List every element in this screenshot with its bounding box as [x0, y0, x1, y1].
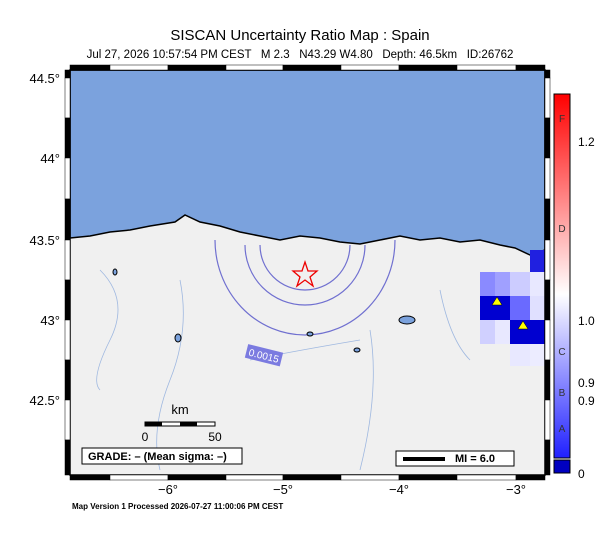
frame-segment — [340, 474, 400, 481]
frame-segment — [225, 474, 284, 481]
lat-labels: 44.5° 44° 43.5° 43° 42.5° — [29, 71, 60, 408]
frame-segment — [167, 474, 227, 481]
mi-box — [395, 450, 515, 467]
ocean — [70, 70, 545, 256]
lon-label: −3° — [506, 482, 526, 497]
contours — [214, 239, 396, 336]
frame-segment — [544, 117, 551, 159]
lat-label: 43° — [40, 313, 60, 328]
lon-label: −4° — [389, 482, 409, 497]
frame-segment — [64, 439, 71, 476]
scale-start: 0 — [142, 430, 149, 444]
frame-segment — [544, 69, 551, 79]
frame-segment — [109, 64, 169, 71]
frame-segment — [282, 64, 342, 71]
frame-segment — [64, 117, 71, 159]
frame-segment — [398, 474, 458, 481]
frame-segment — [398, 64, 458, 71]
frame-segment — [515, 474, 546, 481]
frame-segment — [64, 239, 71, 281]
colorbar-value: 0.9 — [578, 376, 595, 390]
frame-segment — [64, 77, 71, 119]
frame-segment — [544, 399, 551, 441]
grade-text: GRADE: – (Mean sigma: –) — [88, 451, 227, 463]
frame-segment — [64, 198, 71, 241]
lon-labels: −6° −5° −4° −3° — [158, 482, 526, 497]
frame-segment — [340, 64, 400, 71]
colorbar-min — [553, 459, 571, 474]
colorbar-value: 0.9 — [578, 394, 595, 408]
frame-segment — [64, 279, 71, 321]
frame-segment — [515, 64, 546, 71]
frame-segment — [225, 64, 284, 71]
frame-segment — [544, 279, 551, 321]
lat-label: 44° — [40, 151, 60, 166]
frame-segment — [109, 474, 169, 481]
frame-segment — [456, 474, 517, 481]
frame-segment — [64, 319, 71, 361]
frame-segment — [544, 77, 551, 119]
colorbar-letter: B — [559, 388, 566, 399]
lakes — [112, 268, 416, 353]
title: SISCAN Uncertainty Ratio Map : Spain — [170, 27, 429, 44]
frame-segment — [64, 359, 71, 401]
frame-segment — [456, 64, 517, 71]
colorbar-letter: D — [558, 224, 565, 235]
frame-segment — [544, 239, 551, 281]
frame-segment — [544, 157, 551, 200]
frame-segment — [167, 64, 227, 71]
mi-text: MI = 6.0 — [455, 453, 495, 465]
frame-segment — [282, 474, 342, 481]
colorbar-letter: C — [558, 347, 565, 358]
lon-label: −5° — [273, 482, 293, 497]
scale-end: 50 — [208, 430, 222, 444]
frame-ticks — [64, 64, 551, 481]
frame-segment — [64, 157, 71, 200]
mi-bar — [403, 457, 445, 461]
lon-label: −6° — [158, 482, 178, 497]
frame-segment — [544, 198, 551, 241]
frame-segment — [544, 439, 551, 476]
frame-segment — [64, 399, 71, 441]
colorbar-letter: F — [559, 114, 565, 125]
colorbar: F D C B A 1.2 1.0 0.9 0.9 0 — [553, 93, 595, 481]
scale-bar: km 0 50 — [142, 402, 222, 444]
frame-segment — [544, 319, 551, 361]
subtitle: Jul 27, 2026 10:57:54 PM CEST M 2.3 N43.… — [87, 49, 514, 61]
colorbar-letter: A — [559, 424, 566, 435]
frame-segment — [69, 64, 111, 71]
grade-box — [81, 447, 243, 465]
frame-segment — [64, 69, 71, 79]
epicenter-star — [291, 259, 319, 288]
lat-label: 43.5° — [29, 233, 60, 248]
lat-label: 44.5° — [29, 71, 60, 86]
map-area: 0.0015 km 0 50 GRADE: – (Mean sigma: –) … — [70, 70, 545, 475]
footer: Map Version 1 Processed 2026-07-27 11:00… — [72, 502, 283, 511]
frame-segment — [69, 474, 111, 481]
colorbar-gradient — [553, 93, 571, 459]
lat-label: 42.5° — [29, 393, 60, 408]
colorbar-value: 1.2 — [578, 135, 595, 149]
uncertainty-cells — [480, 250, 545, 366]
scale-unit: km — [171, 402, 188, 417]
colorbar-value: 0 — [578, 467, 585, 481]
frame-segment — [544, 359, 551, 401]
colorbar-value: 1.0 — [578, 314, 595, 328]
